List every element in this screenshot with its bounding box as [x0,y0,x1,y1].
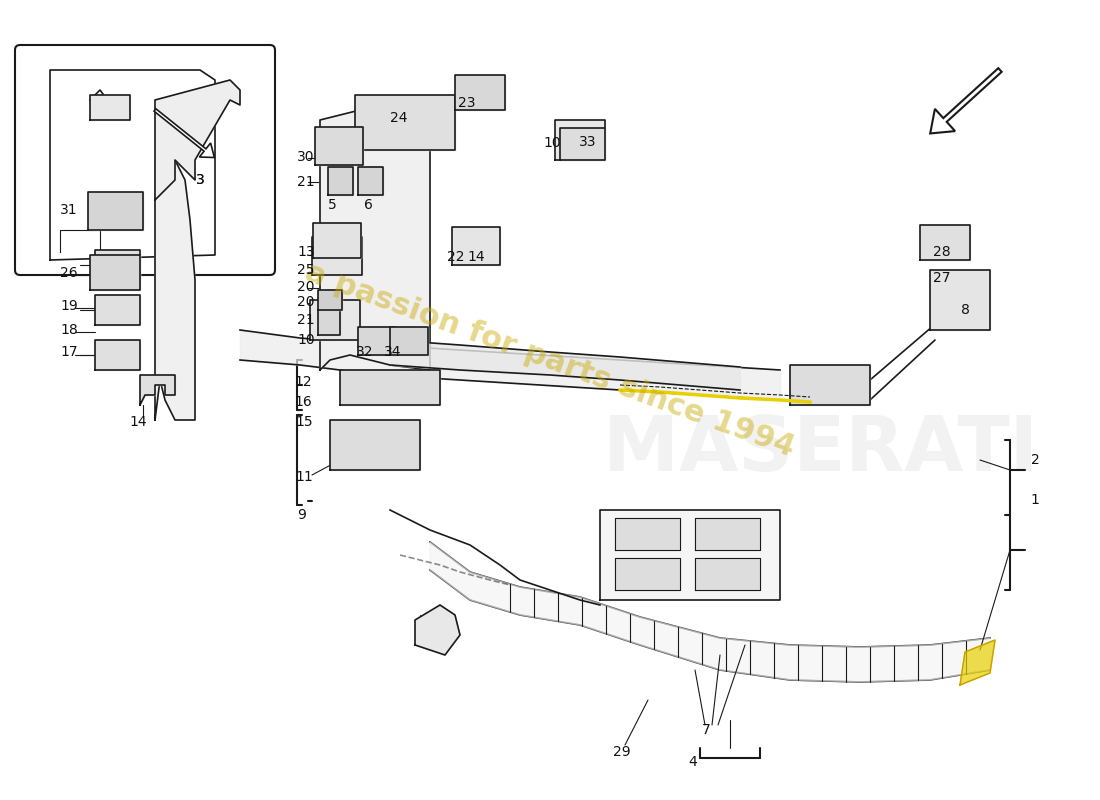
Polygon shape [430,542,990,682]
Polygon shape [90,95,130,120]
Polygon shape [314,223,361,258]
Polygon shape [95,295,140,325]
Polygon shape [930,270,990,330]
Polygon shape [615,518,680,550]
FancyArrow shape [154,109,215,158]
Text: 21: 21 [297,175,315,189]
Text: 32: 32 [356,345,374,359]
Polygon shape [790,365,870,405]
Text: 3: 3 [196,173,205,187]
Text: 12: 12 [294,375,311,389]
Text: 25: 25 [297,263,315,277]
Text: 15: 15 [295,415,312,429]
Text: 13: 13 [297,245,315,259]
Text: 11: 11 [295,470,312,484]
Text: 18: 18 [60,323,78,337]
Polygon shape [318,310,340,335]
Text: 20: 20 [297,280,315,294]
Polygon shape [695,518,760,550]
Polygon shape [358,167,383,195]
Text: 3: 3 [196,173,205,187]
Text: 30: 30 [297,150,315,164]
Polygon shape [140,375,175,405]
Text: 21: 21 [297,313,315,327]
Polygon shape [452,227,500,265]
Text: 14: 14 [129,415,146,429]
Text: 5: 5 [328,198,337,212]
Polygon shape [318,290,342,310]
Text: 8: 8 [960,303,969,317]
Text: 28: 28 [933,245,950,259]
Text: 4: 4 [689,755,697,769]
Text: 26: 26 [60,266,78,280]
Polygon shape [90,255,140,290]
Text: 16: 16 [294,395,312,409]
Polygon shape [560,128,605,160]
Polygon shape [95,250,140,280]
Text: 1: 1 [1031,493,1040,507]
Polygon shape [920,225,970,260]
Text: MASERATI: MASERATI [603,413,1037,487]
Polygon shape [340,370,440,405]
Polygon shape [455,75,505,110]
Polygon shape [90,90,116,110]
Text: a passion for parts since 1994: a passion for parts since 1994 [301,258,799,462]
Polygon shape [415,605,460,655]
Text: 22: 22 [448,250,464,264]
Text: 29: 29 [613,745,630,759]
Polygon shape [155,160,195,420]
Polygon shape [960,640,996,685]
FancyBboxPatch shape [15,45,275,275]
Polygon shape [315,127,363,165]
Polygon shape [358,327,396,355]
Polygon shape [390,327,428,355]
Polygon shape [615,558,680,590]
Polygon shape [328,167,353,195]
Polygon shape [695,558,760,590]
Polygon shape [355,95,455,150]
Polygon shape [155,80,240,200]
Text: 31: 31 [60,203,78,217]
Text: 33: 33 [580,135,596,149]
Polygon shape [88,192,143,230]
Text: 10: 10 [543,136,561,150]
Polygon shape [312,237,362,275]
Text: 23: 23 [459,96,475,110]
Polygon shape [320,110,430,370]
Text: 10: 10 [297,333,315,347]
Text: 24: 24 [390,111,408,125]
Polygon shape [556,120,605,160]
Text: 17: 17 [60,345,78,359]
Text: 34: 34 [384,345,402,359]
Text: 14: 14 [468,250,485,264]
Polygon shape [330,420,420,470]
Text: 7: 7 [702,723,711,737]
Polygon shape [95,340,140,370]
Polygon shape [50,70,215,260]
Text: 2: 2 [1031,453,1040,467]
Text: 20: 20 [297,295,315,309]
FancyArrow shape [931,68,1002,134]
Text: 19: 19 [60,299,78,313]
Text: 9: 9 [298,508,307,522]
Polygon shape [600,510,780,600]
Text: 6: 6 [364,198,373,212]
Polygon shape [310,300,360,340]
Text: 27: 27 [933,271,950,285]
